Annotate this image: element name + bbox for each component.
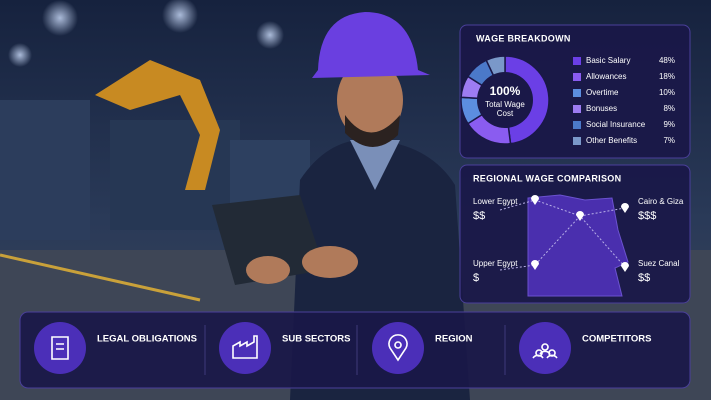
legend-label: Bonuses <box>586 104 617 113</box>
nav-icon <box>232 335 258 359</box>
nav-label: LEGAL OBLIGATIONS <box>97 334 197 345</box>
nav-items: LEGAL OBLIGATIONS SUB SECTORS REGION COMPET… <box>34 322 652 374</box>
card-title: REGIONAL WAGE COMPARISON <box>473 173 621 183</box>
donut-hole <box>477 72 533 128</box>
legend-value: 7% <box>663 136 675 145</box>
dividers <box>204 325 506 375</box>
region-name: Upper Egypt <box>473 259 518 268</box>
legend-label: Allowances <box>586 72 626 81</box>
region-name: Suez Canal <box>638 259 680 268</box>
nav-icon <box>51 336 69 360</box>
card-title: WAGE BREAKDOWN <box>476 33 571 43</box>
nav-icon-bg <box>219 322 271 374</box>
donut-center-value: 100% <box>490 84 521 98</box>
region-level: $$ <box>638 272 650 284</box>
nav-label: COMPETITORS <box>582 334 652 345</box>
legend-value: 48% <box>659 56 675 65</box>
nav-icon-bg <box>519 322 571 374</box>
legend-label: Basic Salary <box>586 56 630 65</box>
legend-swatch <box>573 121 581 129</box>
nav-label: REGION <box>435 334 473 345</box>
region-level: $$ <box>473 210 485 222</box>
legend-value: 10% <box>659 88 675 97</box>
legend: Basic Salary 48% Allowances 18% Overtime 10% B… <box>573 56 675 145</box>
legend-swatch <box>573 89 581 97</box>
legend-label: Overtime <box>586 88 619 97</box>
legend-label: Other Benefits <box>586 136 637 145</box>
nav-item[interactable]: LEGAL OBLIGATIONS <box>34 322 197 374</box>
nav-item[interactable]: COMPETITORS <box>519 322 652 374</box>
legend-swatch <box>573 57 581 65</box>
donut-center-label: Cost <box>497 109 514 118</box>
donut-center-label: Total Wage <box>485 100 525 109</box>
region-name: Cairo & Giza <box>638 197 684 206</box>
legend-swatch <box>573 73 581 81</box>
legend-swatch <box>573 137 581 145</box>
region-level: $$$ <box>638 210 656 222</box>
region-level: $ <box>473 272 479 284</box>
legend-value: 8% <box>663 104 675 113</box>
legend-value: 9% <box>663 120 675 129</box>
region-name: Lower Egypt <box>473 197 518 206</box>
pins <box>531 195 629 272</box>
legend-label: Social Insurance <box>586 120 646 129</box>
connectors <box>499 199 626 271</box>
nav-label: SUB SECTORS <box>282 334 350 345</box>
nav-bar <box>19 311 691 389</box>
legend-value: 18% <box>659 72 675 81</box>
nav-icon <box>388 334 408 362</box>
legend-swatch <box>573 105 581 113</box>
nav-item[interactable]: REGION <box>372 322 473 374</box>
nav-icon <box>532 343 558 359</box>
nav-item[interactable]: SUB SECTORS <box>219 322 350 374</box>
nav-icon-bg <box>34 322 86 374</box>
egypt-map <box>527 194 629 297</box>
